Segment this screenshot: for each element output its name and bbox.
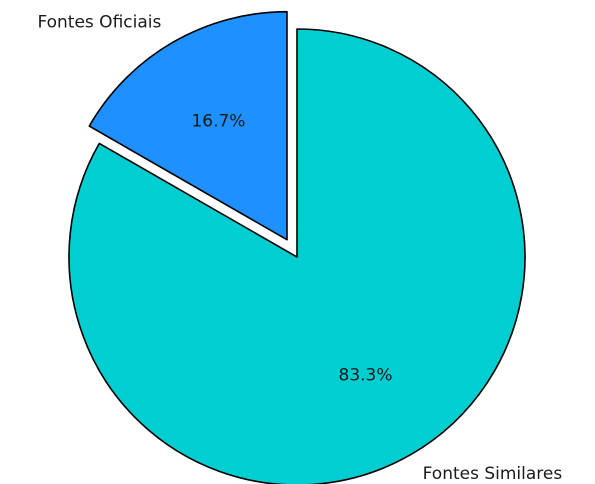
pie-slice-fontes-similares: [68, 28, 526, 484]
pie-percent-label-fontes-oficiais: 16.7%: [191, 111, 245, 131]
pie-category-label-fontes-oficiais: Fontes Oficiais: [37, 13, 161, 33]
pie-percent-label-fontes-similares: 83.3%: [339, 365, 393, 385]
pie-category-label-fontes-similares: Fontes Similares: [423, 464, 563, 484]
pie-slice-fontes-oficiais: [88, 10, 288, 241]
